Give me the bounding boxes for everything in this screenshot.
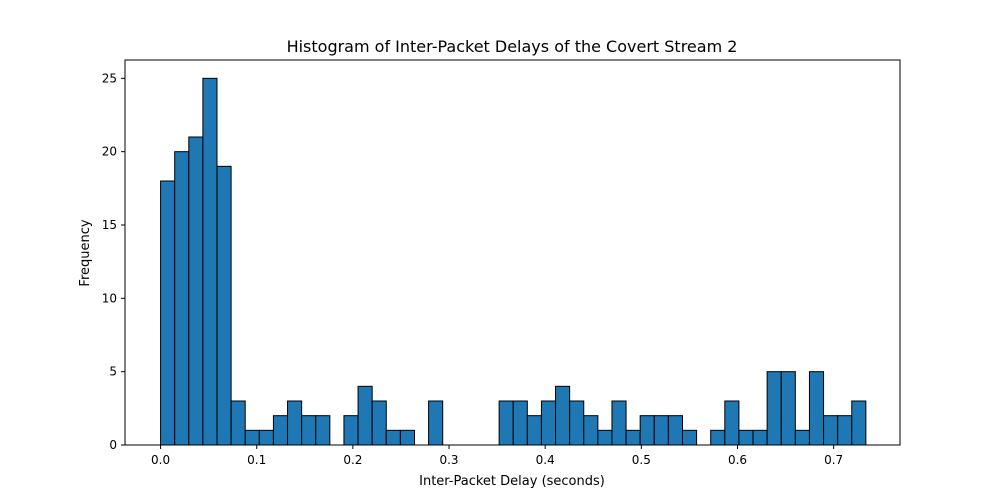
histogram-bar (230, 400, 246, 446)
histogram-bar (639, 415, 655, 446)
x-tick-label: 0.2 (343, 453, 362, 467)
histogram-bar (385, 429, 401, 446)
histogram-bar (780, 371, 796, 446)
histogram-bar (738, 429, 754, 446)
histogram-bar (625, 429, 641, 446)
bars-group (160, 77, 867, 446)
histogram-bar (540, 400, 557, 446)
y-tick-label: 20 (102, 145, 117, 159)
histogram-bar (555, 385, 571, 446)
y-axis-label: Frequency (78, 219, 93, 286)
histogram-bar (399, 429, 415, 446)
histogram-bar (681, 429, 698, 446)
x-tick-label: 0.6 (728, 453, 747, 467)
histogram-bar (357, 385, 373, 446)
y-tick-label: 10 (102, 291, 117, 305)
x-axis-label: Inter-Packet Delay (seconds) (419, 474, 605, 489)
histogram-bar (710, 429, 726, 446)
histogram-bar (202, 77, 218, 446)
x-tick-label: 0.1 (247, 453, 266, 467)
x-tick-label: 0.0 (151, 453, 170, 467)
histogram-bar (160, 180, 176, 446)
x-tick-label: 0.3 (439, 453, 458, 467)
histogram-bar (653, 415, 669, 446)
histogram-bar (371, 400, 387, 446)
histogram-bar (287, 400, 303, 446)
histogram-bar (851, 400, 867, 446)
histogram-bar (808, 371, 825, 446)
histogram-bar (583, 415, 599, 446)
histogram-bar (766, 371, 782, 446)
histogram-bar (216, 165, 232, 446)
y-tick-label: 0 (109, 438, 117, 452)
histogram-bar (258, 429, 274, 446)
histogram-bar (526, 415, 542, 446)
histogram-bar (244, 429, 260, 446)
y-tick-label: 15 (102, 218, 117, 232)
histogram-bar (597, 429, 613, 446)
chart-title: Histogram of Inter-Packet Delays of the … (287, 37, 738, 56)
x-tick-label: 0.7 (824, 453, 843, 467)
plot-frame (124, 59, 901, 446)
histogram-bar (498, 400, 514, 446)
histogram-bar (837, 415, 853, 446)
x-tick-label: 0.4 (536, 453, 555, 467)
histogram-bar (752, 429, 768, 446)
histogram-bar (301, 415, 317, 446)
histogram-bar (667, 415, 683, 446)
histogram-bar (174, 151, 190, 446)
histogram-bar (315, 415, 331, 446)
x-tick-label: 0.5 (632, 453, 651, 467)
histogram-bar (611, 400, 627, 446)
y-tick-label: 5 (109, 365, 117, 379)
histogram-bar (823, 415, 839, 446)
histogram-bar (794, 429, 810, 446)
histogram-bar (512, 400, 528, 446)
histogram-bar (188, 136, 204, 446)
x-axis-ticks: 0.0 0.1 0.2 0.3 0.4 0.5 0.6 0.7 (151, 445, 843, 467)
histogram-bar (569, 400, 585, 446)
y-tick-label: 25 (102, 71, 117, 85)
histogram-bar (724, 400, 740, 446)
histogram-bar (272, 415, 289, 446)
histogram-bar (428, 400, 444, 446)
y-axis-ticks: 0 5 10 15 20 25 (102, 71, 125, 452)
histogram-bar (343, 415, 359, 446)
